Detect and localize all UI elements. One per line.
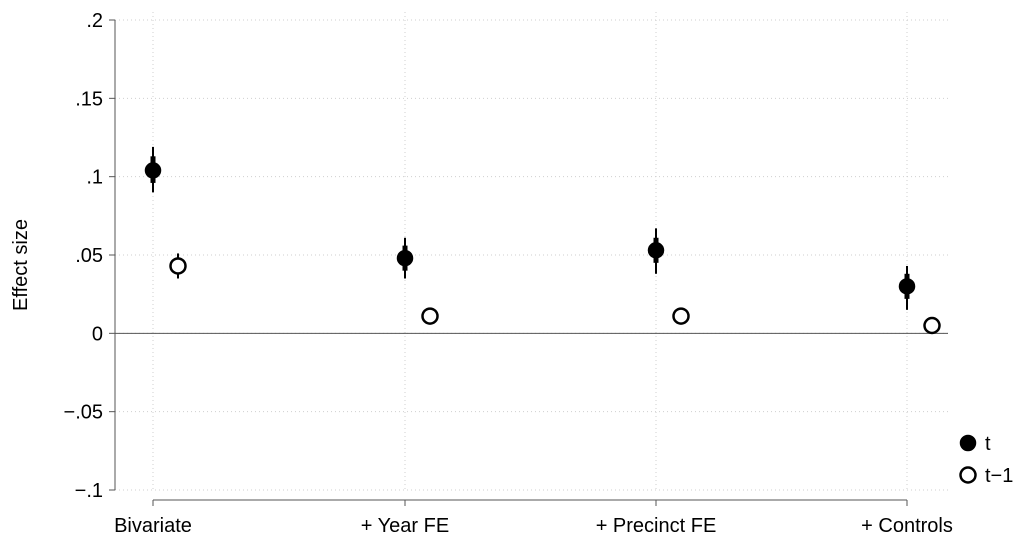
y-tick-label: −.1 <box>75 480 103 502</box>
y-tick-label: .2 <box>86 10 103 32</box>
y-tick-label: .05 <box>75 245 103 267</box>
grid-lines <box>115 12 948 491</box>
point-marker-t <box>144 162 162 179</box>
legend-label: t <box>985 433 991 455</box>
y-tick-label: .15 <box>75 88 103 110</box>
data-marks <box>144 146 941 335</box>
x-tick-label: Bivariate <box>114 515 192 537</box>
y-axis-title: Effect size <box>10 219 32 311</box>
point-marker-t-minus-1 <box>421 307 439 325</box>
x-tick-label: + Controls <box>861 515 953 537</box>
y-tick-label: −.05 <box>64 402 103 424</box>
legend-marker <box>959 466 977 484</box>
point-marker-t-minus-1 <box>923 316 941 335</box>
legend-marker <box>959 434 977 452</box>
point-marker-t <box>898 278 916 295</box>
axes <box>109 19 908 506</box>
point-marker-t <box>396 249 414 267</box>
point-marker-t-minus-1 <box>169 257 187 275</box>
x-tick-label: + Precinct FE <box>596 515 717 537</box>
tick-labels: −.1 −.05 0 .05 .1 .15 .2 Bivariate + Year FE + Pr… <box>64 10 953 537</box>
y-tick-label: 0 <box>92 323 103 345</box>
point-marker-t <box>647 242 665 259</box>
legend: t t−1 <box>959 433 1013 487</box>
point-marker-t-minus-1 <box>672 307 690 325</box>
y-tick-label: .1 <box>86 167 103 189</box>
x-tick-label: + Year FE <box>361 515 449 537</box>
legend-label: t−1 <box>985 465 1013 487</box>
